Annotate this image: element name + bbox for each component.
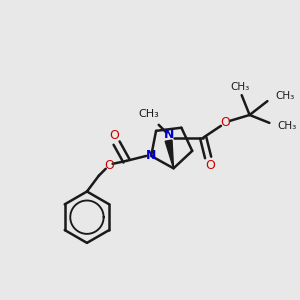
Text: O: O — [205, 159, 215, 172]
Text: CH₃: CH₃ — [275, 91, 295, 101]
Text: CH₃: CH₃ — [277, 121, 296, 131]
Polygon shape — [165, 140, 173, 168]
Text: O: O — [110, 129, 120, 142]
Text: N: N — [164, 128, 174, 141]
Text: O: O — [104, 159, 114, 172]
Text: CH₃: CH₃ — [230, 82, 249, 92]
Text: N: N — [146, 149, 156, 162]
Text: O: O — [220, 116, 230, 129]
Text: CH₃: CH₃ — [138, 109, 159, 119]
